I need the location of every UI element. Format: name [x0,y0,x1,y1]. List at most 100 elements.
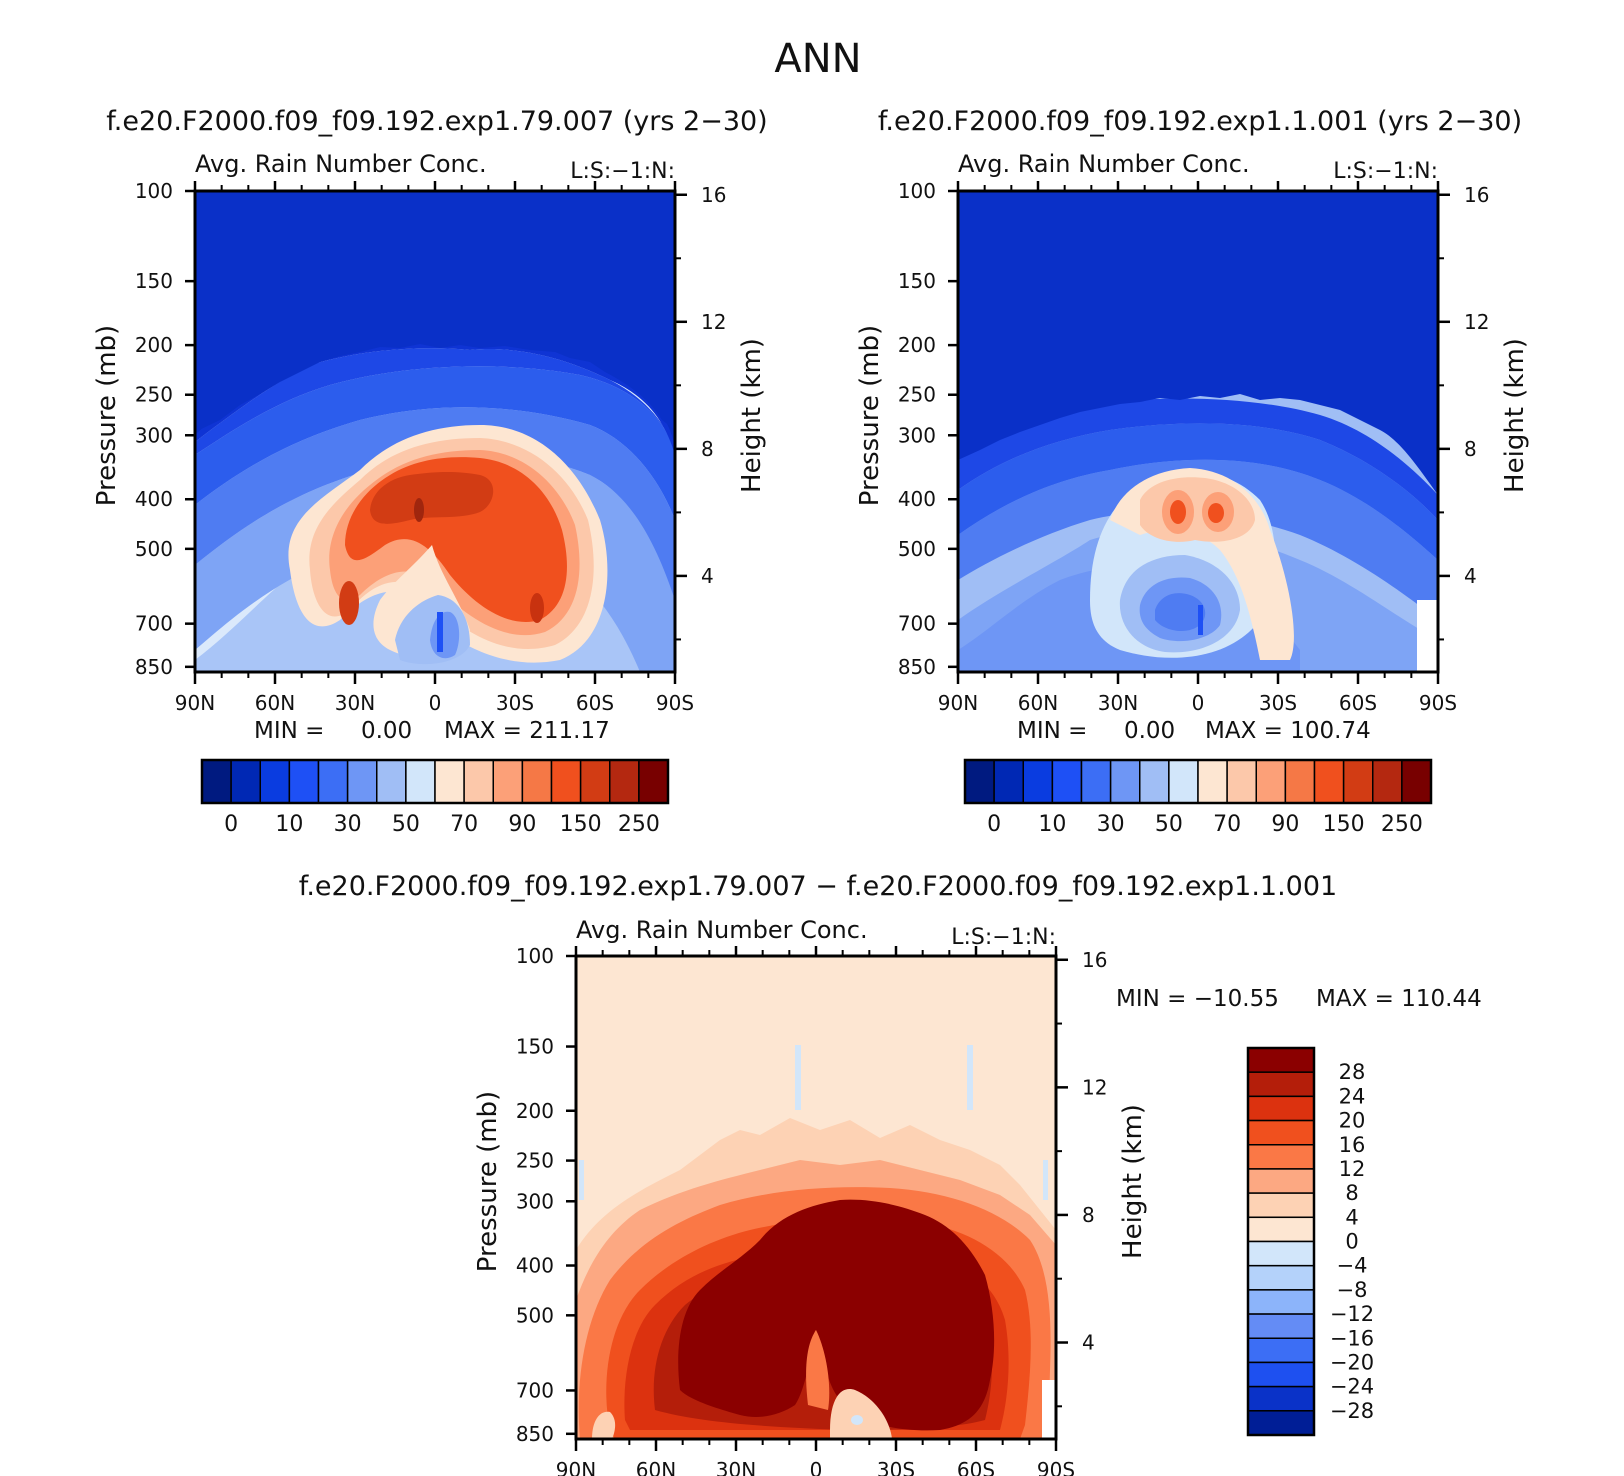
diff-cbar-swatch [1247,1047,1315,1073]
diff-axes: 100 150 200 250 300 400 500 700 850 16 12 8 4 90N 60N 3… [473,944,1148,1476]
diff-xtick-label: 90S [1037,1458,1075,1476]
panel-a-ytick-right-label: 4 [701,564,714,588]
panel-b-max-label: MAX = 100.74 [1205,718,1371,744]
panel-b-xtick-label: 30N [1098,691,1138,715]
diff-cbar-label: −8 [1337,1278,1368,1302]
panel-a-xtick-label: 0 [429,691,442,715]
panel-b-ytick-label: 200 [898,333,936,357]
panel-a-cbar-swatch [288,759,320,804]
panel-a-cbar-label: 10 [275,812,303,837]
diff-cbar-label: 0 [1345,1230,1358,1254]
diff-ytick-label: 200 [516,1099,554,1123]
panel-b-ytick-label: 250 [898,383,936,407]
panel-b-cbar-swatch [1342,759,1374,804]
diff-ytick-label: 850 [516,1422,554,1446]
diff-cbar-swatch [1247,1119,1315,1146]
panel-b-cbar-label: 250 [1381,812,1423,837]
panel-a-cbar-swatch [609,759,640,804]
main-title: ANN [774,36,861,82]
panel-b-ytick-right-label: 4 [1464,564,1477,588]
panel-b-xtick-label: 60S [1339,691,1377,715]
panel-b-cbar-swatch [1197,759,1228,804]
panel-b-case-title: f.e20.F2000.f09_f09.192.exp1.1.001 (yrs … [878,106,1522,137]
panel-a-xtick-label: 90N [175,691,215,715]
panel-b-xtick-label: 90N [938,691,978,715]
panel-a-ytick-right-label: 16 [701,183,726,207]
panel-a-colorbar: 0 10 30 50 70 90 150 250 [200,758,670,837]
panel-a-cbar-label: 70 [450,812,478,837]
diff-cbar-label: −4 [1337,1254,1368,1278]
panel-a-xtick-label: 30S [496,691,534,715]
diff-cbar-swatch [1247,1095,1315,1122]
diff-cbar-label: 20 [1339,1109,1366,1133]
panel-control-left: f.e20.F2000.f09_f09.192.exp1.79.007 (yrs… [92,106,768,837]
panel-a-ytick-right-label: 8 [701,437,714,461]
panel-b-ytick-label: 850 [898,655,936,679]
panel-a-cbar-swatch [463,759,494,804]
diff-xtick-label: 30N [716,1458,756,1476]
diff-ytick-label: 100 [516,944,554,968]
diff-xtick-label: 0 [810,1458,823,1476]
panel-a-cbar-swatch [405,759,436,804]
panel-b-cbar-swatch [1022,759,1054,804]
diff-cbar-swatch [1247,1071,1315,1098]
panel-b-cbar-label: 90 [1271,812,1299,837]
panel-b-colorbar: 0 10 30 50 70 90 150 250 [963,758,1433,837]
panel-a-cbar-swatch [259,759,291,804]
panel-b-cbar-label: 150 [1323,812,1365,837]
panel-b-xtick-label: 60N [1018,691,1058,715]
panel-a-cbar-label: 30 [334,812,362,837]
diff-cbar-swatch [1247,1192,1315,1219]
panel-b-contour-field [958,191,1438,672]
panel-a-cbar-swatch [317,759,349,804]
diff-cbar-label: 4 [1345,1205,1358,1229]
diff-cbar-label: −24 [1330,1375,1374,1399]
diff-contour-field [576,956,1056,1439]
panel-b-cbar-swatch [1284,759,1316,804]
panel-b-ytick-label: 400 [898,487,936,511]
diff-variable: Avg. Rain Number Conc. [576,916,868,944]
diff-cbar-label: −28 [1330,1399,1374,1423]
panel-a-cbar-label: 250 [618,812,660,837]
panel-b-cbar-swatch [1139,759,1170,804]
panel-a-ytick-right-label: 12 [701,310,726,334]
diff-xtick-label: 30S [877,1458,915,1476]
diff-ytick-right-label: 8 [1082,1203,1095,1227]
panel-a-ytick-label: 500 [135,537,173,561]
panel-a-xtick-label: 60S [576,691,614,715]
panel-a-cbar-label: 150 [560,812,602,837]
panel-a-axes: 100 150 200 250 300 400 500 700 850 16 12 8 4 90N 60N 3… [92,179,767,715]
diff-cbar-swatch [1247,1313,1315,1339]
panel-a-ylabel: Pressure (mb) [92,325,122,506]
panel-a-cbar-swatch [492,759,524,804]
diff-cbar-label: −16 [1330,1326,1374,1350]
diff-units: L:S:−1:N: [951,925,1056,950]
diff-cbar-frame [1246,1046,1316,1437]
panel-b-cbar-label: 10 [1038,812,1066,837]
panel-a-cbar-swatch [201,759,232,804]
diff-ytick-label: 300 [516,1189,554,1213]
diff-ylabel: Pressure (mb) [473,1091,503,1272]
diff-ytick-right-label: 4 [1082,1331,1095,1355]
panel-a-cbar-label: 0 [224,812,238,837]
panel-b-cbar-swatch [1051,759,1083,804]
diff-ytick-label: 500 [516,1303,554,1327]
panel-a-cbar-swatch [550,759,582,804]
panel-a-ytick-label: 150 [135,269,173,293]
panel-a-ytick-label: 200 [135,333,173,357]
panel-a-cbar-swatch [579,759,611,804]
diff-cbar-swatch [1247,1289,1315,1315]
panel-b-cbar-swatch [993,759,1024,804]
diff-cbar-swatch [1247,1240,1315,1267]
panel-b-xtick-label: 90S [1419,691,1457,715]
panel-b-cbar-swatch [1109,759,1141,804]
panel-b-ytick-right-label: 12 [1464,310,1489,334]
panel-a-cbar-swatch [346,759,378,804]
diff-ytick-right-label: 12 [1082,1075,1107,1099]
panel-a-xtick-label: 60N [255,691,295,715]
diff-ytick-right-label: 16 [1082,948,1107,972]
panel-b-cbar-label: 30 [1097,812,1125,837]
diff-cbar-swatch [1247,1337,1315,1364]
panel-b-cbar-swatch [1255,759,1287,804]
